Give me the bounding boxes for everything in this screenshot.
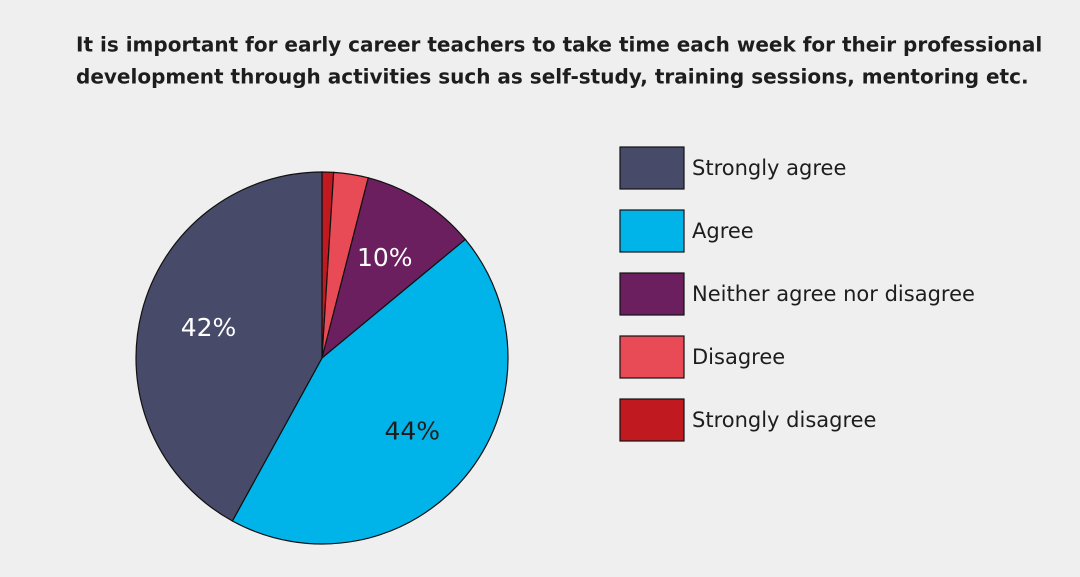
data-label: 44%	[384, 417, 440, 446]
data-label: 42%	[181, 313, 237, 342]
legend-label: Strongly disagree	[692, 408, 876, 432]
legend-label: Neither agree nor disagree	[692, 282, 975, 306]
pie-slice	[320, 177, 467, 360]
legend-label: Agree	[692, 219, 754, 243]
legend-swatch	[619, 335, 685, 379]
legend-swatch	[619, 146, 685, 190]
legend-swatch	[619, 272, 685, 316]
legend-swatch	[619, 209, 685, 253]
data-label: 10%	[357, 243, 413, 272]
legend-swatch	[619, 398, 685, 442]
chart-title: It is important for early career teacher…	[76, 33, 1042, 57]
pie-slice	[135, 171, 323, 522]
chart-title: development through activities such as s…	[76, 65, 1029, 89]
legend-label: Strongly agree	[692, 156, 846, 180]
legend-label: Disagree	[692, 345, 785, 369]
pie-slice	[231, 238, 509, 545]
